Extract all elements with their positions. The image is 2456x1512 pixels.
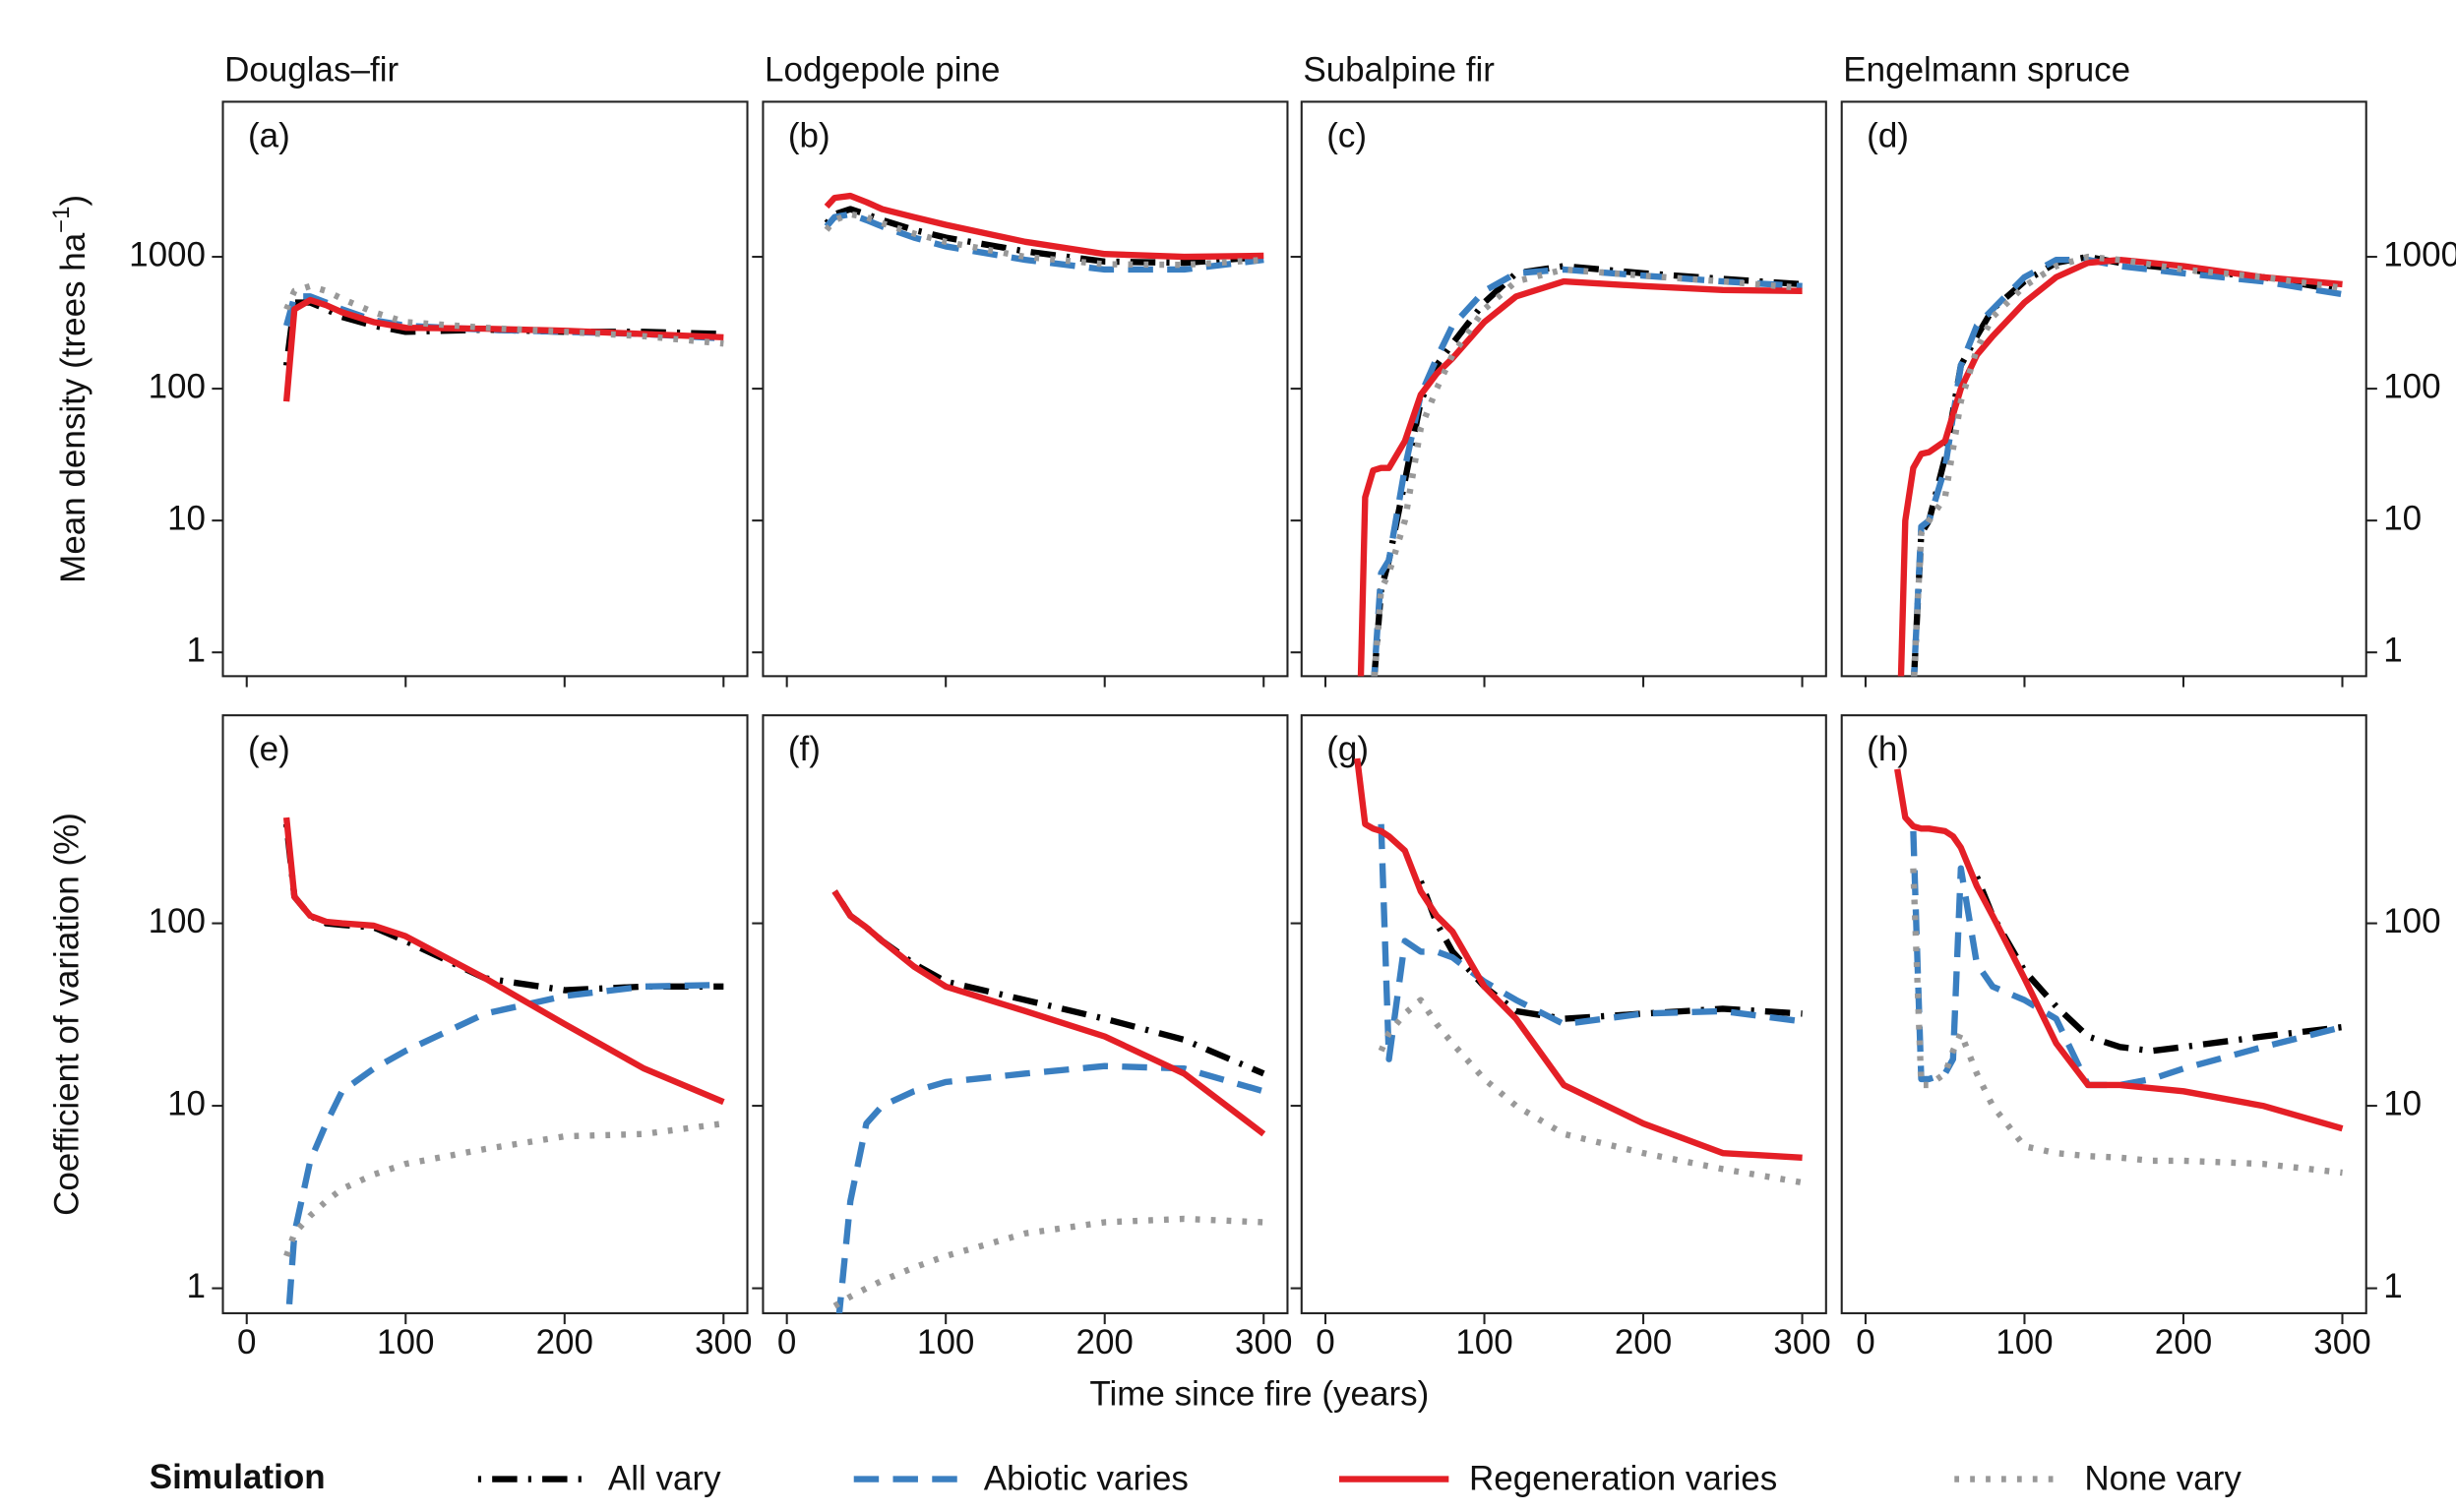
panel-label: (d): [1867, 116, 1909, 154]
series-line: [1371, 266, 1803, 677]
legend-label: Abiotic varies: [984, 1459, 1189, 1497]
panel-label: (a): [248, 116, 290, 154]
series-line: [835, 1062, 1265, 1313]
series-line: [1357, 277, 1803, 677]
x-tick-label: 300: [2313, 1323, 2370, 1361]
y-tick-label: 1: [187, 1267, 206, 1305]
series-line: [1897, 256, 2343, 677]
x-tick-label: 200: [1615, 1323, 1672, 1361]
y-axis-label: Coefficient of variation (%): [48, 813, 87, 1216]
series-group: [282, 282, 724, 402]
x-tick-label: 300: [1235, 1323, 1292, 1361]
y-tick-label: 100: [149, 902, 206, 940]
panel-label: (f): [788, 730, 821, 768]
series-line: [1378, 997, 1804, 1186]
series-group: [1354, 757, 1804, 1186]
y-tick-label: 1: [2383, 1267, 2402, 1305]
panel-title: Engelmann spruce: [1843, 50, 2130, 89]
legend-label: Regeneration varies: [1469, 1459, 1777, 1497]
x-tick-label: 100: [1455, 1323, 1512, 1361]
y-tick-label: 1: [187, 631, 206, 669]
y-tick-label: 100: [149, 367, 206, 405]
x-tick-label: 0: [1856, 1323, 1874, 1361]
x-tick-label: 100: [1996, 1323, 2053, 1361]
series-line: [1894, 768, 2344, 1132]
panel-label: (e): [248, 730, 290, 768]
series-line: [824, 211, 1264, 269]
legend-label: None vary: [2084, 1459, 2241, 1497]
series-line: [824, 192, 1264, 261]
y-axis-label: Mean density (trees ha−1): [49, 195, 93, 583]
y-tick-label: 1000: [129, 235, 206, 273]
plot-frame: [762, 714, 1289, 1314]
series-line: [283, 1119, 724, 1257]
legend-label: All vary: [608, 1459, 721, 1497]
legend-title: Simulation: [150, 1458, 326, 1496]
x-tick-label: 200: [2155, 1323, 2212, 1361]
x-tick-label: 200: [536, 1323, 593, 1361]
series-line: [831, 889, 1266, 1137]
series-group: [1897, 253, 2344, 677]
x-tick-label: 0: [1316, 1323, 1334, 1361]
y-axis-label-tail: ): [54, 195, 92, 207]
panel-label: (b): [788, 116, 830, 154]
plot-frame: [221, 714, 749, 1314]
series-line: [1911, 256, 2344, 677]
y-tick-label: 10: [2383, 499, 2422, 537]
x-tick-label: 0: [237, 1323, 256, 1361]
panel-title: Douglas–fir: [224, 50, 399, 89]
series-line: [285, 981, 724, 1313]
series-group: [282, 816, 725, 1313]
y-axis-label-text: Mean density (trees ha: [54, 232, 92, 583]
x-tick-label: 0: [777, 1323, 796, 1361]
series-line: [1417, 879, 1803, 1022]
series-group: [1894, 768, 2344, 1177]
y-tick-label: 10: [167, 499, 206, 537]
y-tick-label: 100: [2383, 902, 2440, 940]
series-line: [1378, 823, 1804, 1062]
panel-label: (g): [1326, 730, 1369, 768]
series-group: [1357, 263, 1803, 677]
x-tick-label: 100: [917, 1323, 974, 1361]
series-group: [831, 889, 1266, 1313]
plot-frame: [1840, 714, 2367, 1314]
y-tick-label: 10: [167, 1084, 206, 1122]
y-axis-label-sup: −1: [49, 207, 76, 233]
y-tick-label: 1: [2383, 631, 2402, 669]
series-line: [1354, 757, 1803, 1161]
y-tick-label: 100: [2383, 367, 2440, 405]
series-line: [1910, 868, 2343, 1177]
y-tick-label: 1000: [2383, 235, 2456, 273]
plot-frame: [1300, 714, 1827, 1314]
x-tick-label: 300: [695, 1323, 752, 1361]
x-tick-label: 200: [1076, 1323, 1134, 1361]
y-axis-label-text: Coefficient of variation (%): [48, 813, 87, 1216]
x-tick-label: 300: [1773, 1323, 1830, 1361]
series-line: [1910, 830, 2344, 1089]
panel-title: Lodgepole pine: [765, 50, 1000, 89]
panel-label: (c): [1326, 116, 1367, 154]
series-line: [282, 296, 724, 402]
series-line: [824, 211, 1264, 273]
x-axis-label: Time since fire (years): [1089, 1375, 1429, 1414]
x-tick-label: 100: [377, 1323, 434, 1361]
series-line: [1911, 253, 2344, 677]
y-tick-label: 10: [2383, 1084, 2422, 1122]
panel-label: (h): [1867, 730, 1909, 768]
series-line: [282, 816, 725, 1106]
panel-title: Subalpine fir: [1303, 50, 1495, 89]
series-group: [824, 192, 1264, 273]
